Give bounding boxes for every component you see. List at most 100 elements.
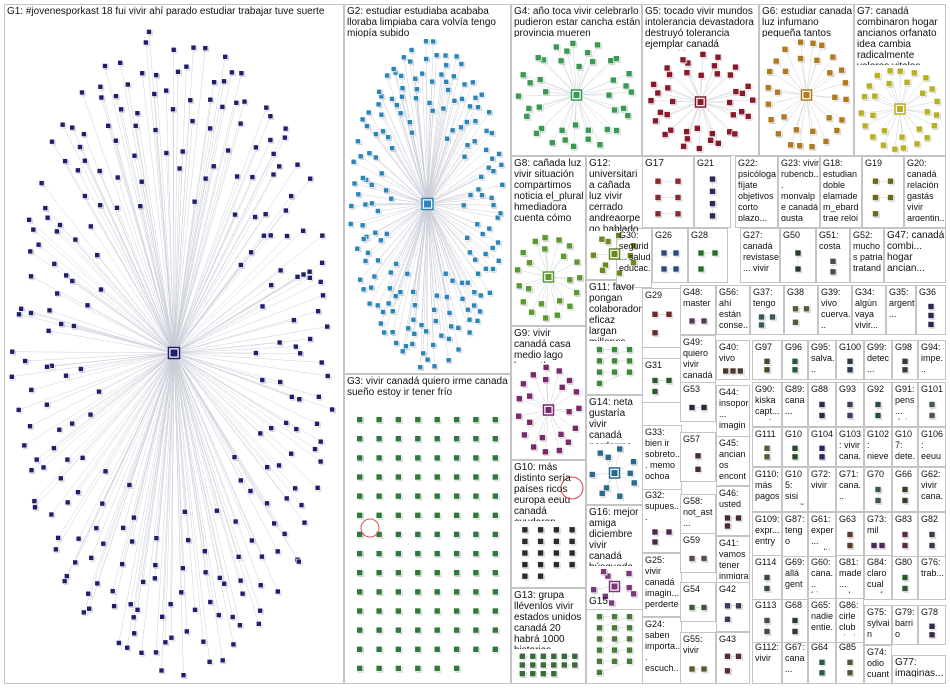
g3-node [433, 511, 441, 519]
g4-node [563, 47, 571, 55]
g1-node [56, 426, 63, 433]
g3-node [433, 435, 441, 443]
g1-edge [112, 352, 175, 592]
g2-edge [427, 97, 476, 205]
g1-node [125, 81, 131, 88]
g1-edge [173, 352, 268, 468]
g9-hub-avatar [545, 407, 552, 413]
g32-node [665, 528, 673, 536]
g2-node [463, 119, 470, 125]
g4-node [552, 43, 560, 51]
g2-edge [427, 203, 475, 293]
g7-edge [864, 96, 901, 110]
g2-node [465, 306, 471, 313]
g2-edge [427, 203, 481, 296]
g1-edge [173, 147, 257, 354]
g1-node [75, 167, 81, 174]
g3-node [356, 435, 364, 443]
g9-node [515, 395, 523, 403]
g3-node [414, 492, 422, 500]
group-label-g112: G112: vivir [755, 642, 779, 663]
g50-node [794, 249, 802, 257]
g1-edge [80, 352, 175, 370]
g2-node [412, 302, 418, 309]
g1-node [118, 106, 124, 113]
g1-edge [145, 42, 175, 354]
g4-node [584, 49, 591, 56]
g3-node [491, 607, 499, 615]
g2-node [432, 318, 439, 324]
g1-node [238, 477, 244, 484]
g2-node [388, 195, 395, 202]
g2-node [387, 285, 393, 292]
g8-node [566, 242, 573, 250]
g1-node [40, 464, 47, 471]
g1-node [230, 641, 237, 648]
g2-node [397, 289, 404, 295]
g1-node [270, 151, 277, 157]
g3-node [356, 645, 364, 653]
g2-edge [427, 189, 479, 205]
group-label-g72: G72: vivir [811, 469, 831, 490]
g108-node [791, 444, 799, 452]
g7-node [861, 93, 868, 100]
g15-node [596, 635, 603, 643]
g2-hub-avatar [424, 200, 431, 208]
g2-edge [389, 203, 428, 289]
g2-node [362, 201, 369, 208]
g1-node [119, 561, 125, 567]
g46-node [724, 514, 731, 522]
g1-node [253, 144, 259, 151]
g9-node [555, 367, 563, 375]
g9-edge [545, 409, 549, 452]
g1-node [293, 426, 300, 432]
g1-node [57, 475, 64, 482]
g1-node [221, 78, 227, 85]
g1-node [283, 420, 289, 426]
g1-node [315, 308, 321, 315]
g1-node [9, 373, 15, 380]
g6-edge [769, 71, 807, 96]
g32-node [651, 538, 659, 546]
group-box-g77 [892, 655, 946, 684]
g2-edge [427, 55, 437, 205]
g2-node [376, 89, 382, 95]
g2-node [489, 130, 495, 136]
g88-node [818, 412, 826, 419]
g4-node [534, 54, 542, 62]
g83-node [901, 531, 909, 538]
g2-node [446, 336, 452, 342]
g1-node [57, 222, 63, 228]
g2-node [440, 105, 447, 112]
g2-node [475, 104, 481, 110]
g2-node [385, 300, 392, 307]
g1-node [113, 93, 119, 99]
g1-node [163, 150, 170, 156]
g8-node [525, 285, 532, 293]
group-label-g50: G50 [783, 230, 801, 240]
g1-edge [173, 216, 256, 354]
g13-node [539, 670, 547, 678]
g37-node [769, 313, 776, 321]
g14-node [604, 453, 612, 461]
g3-node [414, 416, 422, 423]
g5-node [654, 89, 662, 97]
g5-edge [700, 86, 749, 103]
g5-edge [700, 101, 742, 112]
g1-node [158, 667, 165, 674]
g2-edge [357, 203, 428, 249]
g1-edge [173, 352, 220, 616]
g1-edge [75, 239, 175, 354]
g1-node [229, 69, 235, 76]
g1-edge [173, 338, 311, 354]
g68-node [791, 617, 799, 624]
g1-node [132, 123, 139, 129]
g13-node [529, 670, 537, 678]
g2-node [458, 124, 464, 131]
g2-node [410, 288, 416, 295]
group-box-g61 [808, 512, 836, 557]
g2-node [488, 195, 495, 201]
g1-node [153, 72, 159, 78]
group-label-g82: G82 [921, 514, 939, 524]
g6-node [825, 114, 833, 122]
